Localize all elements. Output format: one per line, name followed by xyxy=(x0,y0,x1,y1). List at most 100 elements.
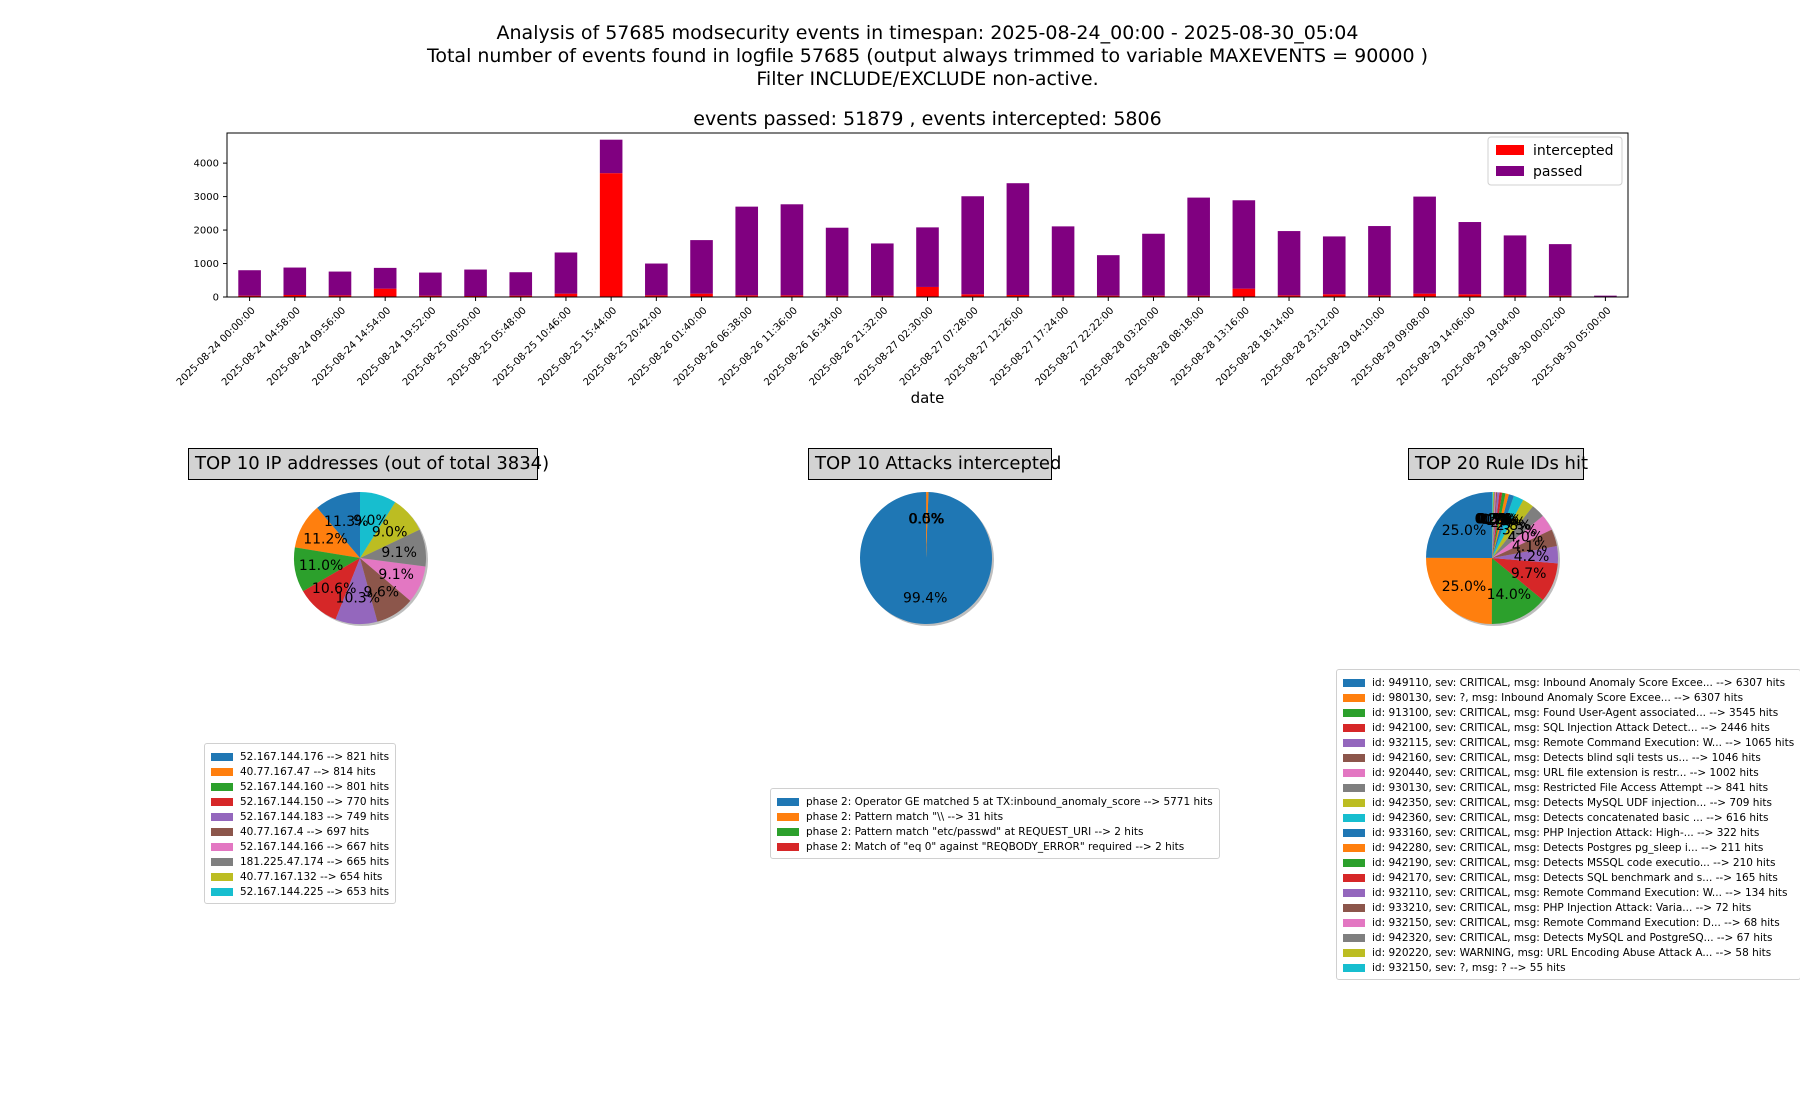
x-tick-label: 2025-08-29 09:08:00 xyxy=(1350,305,1433,388)
legend-swatch xyxy=(211,857,233,866)
legend-item: id: 933160, sev: CRITICAL, msg: PHP Inje… xyxy=(1343,825,1794,840)
x-tick-label: 2025-08-24 09:56:00 xyxy=(265,305,348,388)
legend-label: id: 932110, sev: CRITICAL, msg: Remote C… xyxy=(1372,886,1788,899)
legend-item: id: 980130, sev: ?, msg: Inbound Anomaly… xyxy=(1343,690,1794,705)
legend-label: id: 933210, sev: CRITICAL, msg: PHP Inje… xyxy=(1372,901,1752,914)
y-tick-label: 0 xyxy=(213,293,219,304)
pie-pct-label: 25.0% xyxy=(1442,579,1486,595)
bar-passed xyxy=(1503,235,1527,296)
bar-intercepted xyxy=(1142,295,1165,297)
legend-item: id: 942170, sev: CRITICAL, msg: Detects … xyxy=(1343,870,1794,885)
bar-passed xyxy=(1277,231,1301,296)
legend-item: phase 2: Match of "eq 0" against "REQBOD… xyxy=(777,839,1213,854)
legend-label: id: 920440, sev: CRITICAL, msg: URL file… xyxy=(1372,766,1759,779)
bar-intercepted xyxy=(1458,294,1482,297)
legend-item: 52.167.144.150 --> 770 hits xyxy=(211,794,389,809)
pie-pct-label: 0.3% xyxy=(1476,511,1512,527)
pie-slice xyxy=(1491,558,1543,624)
pie-pct-label: 10.6% xyxy=(312,581,356,597)
legend-item: id: 930130, sev: CRITICAL, msg: Restrict… xyxy=(1343,780,1794,795)
legend-label: id: 980130, sev: ?, msg: Inbound Anomaly… xyxy=(1372,691,1744,704)
bar-intercepted xyxy=(780,295,804,297)
bar-intercepted xyxy=(1322,294,1346,297)
bar-passed xyxy=(1006,183,1030,295)
y-tick-label: 4000 xyxy=(194,159,219,170)
legend-label: phase 2: Operator GE matched 5 at TX:inb… xyxy=(806,795,1213,808)
bar-intercepted xyxy=(645,295,668,297)
pie-slice xyxy=(1492,492,1495,558)
bar-passed xyxy=(961,196,984,295)
legend-swatch xyxy=(1343,873,1365,882)
legend-label: id: 942320, sev: CRITICAL, msg: Detects … xyxy=(1372,931,1773,944)
pie-pct-label: 0.0% xyxy=(908,511,944,527)
legend-swatch xyxy=(1343,738,1365,747)
bar-intercepted xyxy=(1413,293,1436,297)
pie-pct-label: 9.1% xyxy=(381,545,417,561)
bar-intercepted xyxy=(1548,295,1572,297)
bar-intercepted xyxy=(690,293,713,297)
bar-passed xyxy=(238,270,261,296)
bar-intercepted xyxy=(373,288,397,297)
bar-passed xyxy=(825,227,849,296)
legend-label: intercepted xyxy=(1533,143,1614,159)
legend-label: id: 920220, sev: WARNING, msg: URL Encod… xyxy=(1372,946,1772,959)
bar-intercepted xyxy=(1187,295,1210,297)
legend-item: id: 942350, sev: CRITICAL, msg: Detects … xyxy=(1343,795,1794,810)
bar-passed xyxy=(599,139,623,174)
x-tick-label: 2025-08-24 04:58:00 xyxy=(220,305,303,388)
pie-pct-label: 0.7% xyxy=(1479,512,1515,528)
bar-passed xyxy=(1051,226,1075,296)
legend-label: 40.77.167.4 --> 697 hits xyxy=(240,825,370,838)
ip-pie-title: TOP 10 IP addresses (out of total 3834) xyxy=(188,448,549,480)
legend-label: id: 932150, sev: ?, msg: ? --> 55 hits xyxy=(1372,961,1566,974)
bar-intercepted xyxy=(1051,295,1075,297)
legend-item: id: 942320, sev: CRITICAL, msg: Detects … xyxy=(1343,930,1794,945)
pie-slice xyxy=(860,492,993,625)
pie-pct-label: 10.3% xyxy=(336,591,380,607)
bar-passed xyxy=(1232,200,1256,289)
legend-swatch xyxy=(777,797,799,806)
pie-pct-label: 0.0% xyxy=(908,511,944,527)
legend-item: 40.77.167.4 --> 697 hits xyxy=(211,824,389,839)
legend-label: 40.77.167.47 --> 814 hits xyxy=(240,765,376,778)
bar-passed xyxy=(419,272,442,296)
attacks-pie: 99.4%0.5%0.0%0.0% xyxy=(860,492,994,626)
legend-item: id: 932150, sev: ?, msg: ? --> 55 hits xyxy=(1343,960,1794,975)
x-tick-label: 2025-08-30 00:02:00 xyxy=(1485,305,1568,388)
bar-passed xyxy=(871,243,894,296)
bar-intercepted xyxy=(554,293,578,297)
pie-slice xyxy=(1492,492,1497,558)
legend-label: id: 942280, sev: CRITICAL, msg: Detects … xyxy=(1372,841,1764,854)
title-line-2: Total number of events found in logfile … xyxy=(426,45,1429,67)
legend-item: id: 942100, sev: CRITICAL, msg: SQL Inje… xyxy=(1343,720,1794,735)
legend-item: id: 932150, sev: CRITICAL, msg: Remote C… xyxy=(1343,915,1794,930)
legend-swatch xyxy=(1496,145,1524,155)
pie-slice xyxy=(1492,506,1543,558)
pie-pct-label: 9.7% xyxy=(1511,566,1547,582)
pie-pct-label: 11.0% xyxy=(299,558,343,574)
legend-label: 181.225.47.174 --> 665 hits xyxy=(240,855,390,868)
legend-swatch xyxy=(1343,828,1365,837)
legend-swatch xyxy=(1343,813,1365,822)
pie-slice xyxy=(335,558,378,625)
pie-slice xyxy=(1492,545,1559,564)
x-tick-label: 2025-08-26 16:34:00 xyxy=(762,305,845,388)
pie-slice xyxy=(1492,494,1514,558)
legend-item: id: 942360, sev: CRITICAL, msg: Detects … xyxy=(1343,810,1794,825)
bar-passed xyxy=(1368,226,1391,296)
pie-pct-label: 4.1% xyxy=(1512,539,1548,555)
x-tick-label: 2025-08-24 00:00:00 xyxy=(175,305,258,388)
x-tick-label: 2025-08-25 15:44:00 xyxy=(536,305,619,388)
pie-pct-label: 2.8% xyxy=(1496,518,1532,534)
legend-label: id: 932150, sev: CRITICAL, msg: Remote C… xyxy=(1372,916,1780,929)
bar-intercepted xyxy=(328,295,352,297)
pie-slice xyxy=(360,558,426,601)
legend-swatch xyxy=(211,752,233,761)
legend-label: phase 2: Match of "eq 0" against "REQBOD… xyxy=(806,840,1185,853)
bar-passed xyxy=(1142,233,1165,296)
legend-item: 181.225.47.174 --> 665 hits xyxy=(211,854,389,869)
pie-slice xyxy=(1492,495,1524,558)
x-tick-label: 2025-08-27 12:26:00 xyxy=(943,305,1026,388)
legend-swatch xyxy=(211,887,233,896)
